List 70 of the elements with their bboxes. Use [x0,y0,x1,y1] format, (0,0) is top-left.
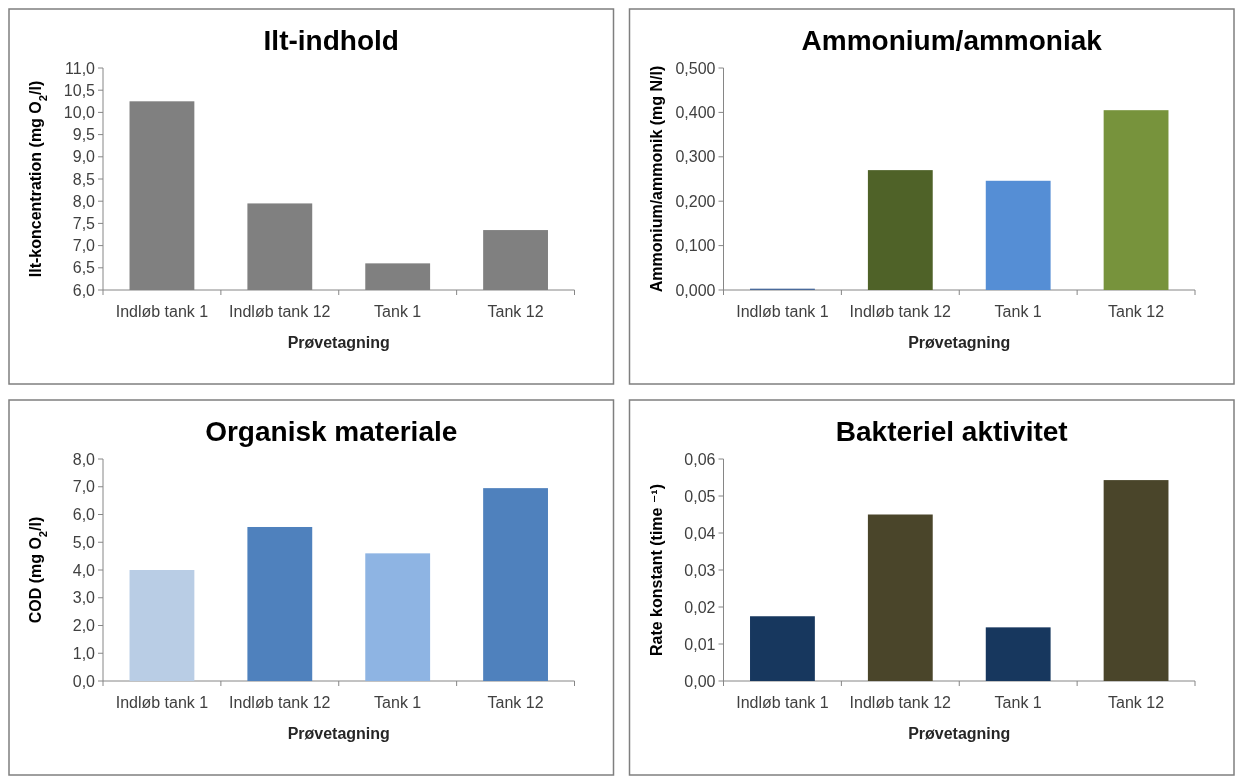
bar [1103,480,1169,681]
x-tick-label: Indløb tank 12 [849,694,952,711]
x-tick-label: Tank 12 [487,303,544,320]
x-tick-label: Tank 1 [994,303,1042,320]
y-tick-label: 6,5 [72,259,96,277]
x-axis-title: Prøvetagning [908,334,1011,351]
y-tick-label: 0,06 [684,450,716,468]
x-tick-label: Tank 1 [994,694,1042,711]
bar [1103,110,1169,290]
y-tick-label: 0,300 [675,148,716,166]
y-tick-label: 0,0 [72,672,96,690]
y-tick-label: 7,5 [72,215,96,232]
y-tick-label: 0,04 [684,524,716,542]
y-tick-label: 5,0 [72,533,96,551]
y-tick-label: 1,0 [72,644,96,662]
y-tick-label: 0,500 [675,59,716,77]
x-tick-label: Tank 12 [487,694,544,711]
bar [247,526,313,681]
chart-title: Ilt-indhold [263,25,399,56]
y-tick-label: 9,5 [72,126,96,144]
bar [365,553,431,681]
y-tick-label: 0,03 [684,561,716,579]
y-tick-label: 0,000 [675,281,716,299]
y-tick-label: 6,0 [72,506,96,524]
x-axis-title: Prøvetagning [287,725,390,742]
x-axis-title: Prøvetagning [287,334,390,351]
y-axis-title: Rate konstant (time ⁻¹) [647,483,665,657]
y-tick-label: 11,0 [65,59,96,77]
x-tick-label: Indløb tank 1 [736,303,829,320]
y-tick-label: 4,0 [72,561,96,579]
y-tick-label: 7,0 [72,478,96,496]
y-tick-label: 3,0 [72,589,96,607]
y-tick-label: 8,5 [72,170,96,188]
y-tick-label: 10,0 [63,104,96,121]
y-tick-label: 9,0 [72,148,96,166]
y-tick-label: 0,200 [675,192,716,210]
chart-title: Ammonium/ammoniak [801,25,1103,56]
x-tick-label: Tank 12 [1108,303,1165,320]
y-tick-label: 0,00 [684,672,716,690]
x-tick-label: Indløb tank 12 [849,303,952,320]
y-tick-label: 8,0 [72,192,96,210]
y-tick-label: 6,0 [72,281,96,299]
chart-title: Organisk materiale [205,416,458,447]
y-tick-label: 0,02 [684,598,716,616]
x-tick-label: Tank 12 [1108,694,1165,711]
x-tick-label: Tank 1 [374,303,422,320]
x-tick-label: Indløb tank 12 [229,694,331,711]
bar [750,616,815,681]
bar [985,627,1051,681]
y-tick-label: 8,0 [72,450,96,468]
x-tick-label: Indløb tank 1 [115,303,209,320]
x-tick-label: Indløb tank 12 [229,303,331,320]
y-tick-label: 0,01 [684,635,716,653]
y-tick-label: 0,100 [675,237,716,255]
x-axis-title: Prøvetagning [908,725,1011,742]
bar [483,488,548,681]
y-tick-label: 2,0 [72,617,96,635]
chart-title: Bakteriel aktivitet [835,416,1068,447]
x-tick-label: Indløb tank 1 [736,694,829,711]
y-tick-label: 10,5 [63,81,96,99]
x-tick-label: Tank 1 [374,694,422,711]
y-tick-label: 0,400 [675,104,716,121]
bar [985,180,1051,290]
y-axis-title: Ammonium/ammonik (mg N/l) [647,65,665,293]
y-tick-label: 0,05 [684,487,716,505]
y-tick-label: 7,0 [72,237,96,255]
bar [867,170,933,290]
bar [867,514,933,681]
bar [129,570,195,681]
x-tick-label: Indløb tank 1 [115,694,209,711]
